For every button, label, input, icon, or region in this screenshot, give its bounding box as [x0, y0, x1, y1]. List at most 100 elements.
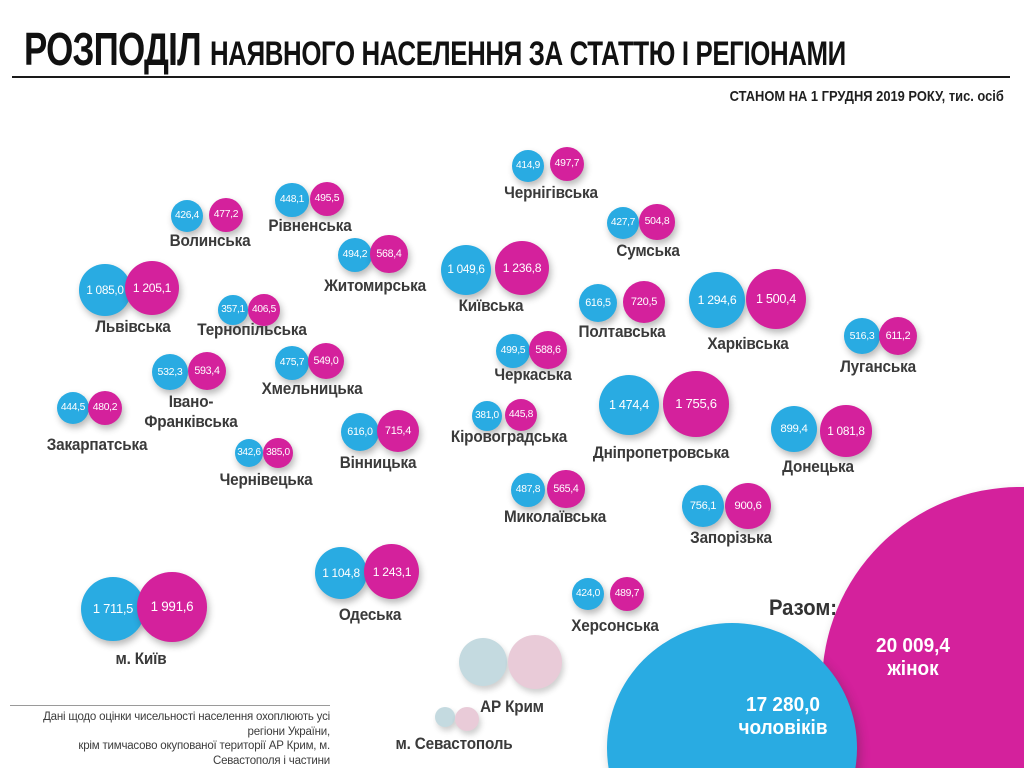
region-bubble-women: 593,4	[187, 351, 226, 390]
region-bubble-men: 616,0	[340, 412, 380, 452]
region-label: Чернівецька	[219, 470, 313, 489]
bubble-value: 568,4	[376, 247, 402, 260]
subtitle: СТАНОМ НА 1 ГРУДНЯ 2019 РОКУ, тис. осіб	[729, 88, 1004, 105]
region-label: Вінницька	[339, 453, 417, 472]
region-bubble-women: 568,4	[370, 235, 408, 273]
region-bubble-men: 424,0	[571, 577, 605, 611]
region-bubble-men: 487,8	[510, 472, 546, 508]
bubble-value: 427,7	[610, 217, 636, 229]
total-men-number: 17 280,0	[746, 694, 820, 716]
region-bubble-men: 494,2	[337, 237, 373, 273]
bubble-value: 549,0	[313, 354, 339, 367]
bubble-value: 448,1	[279, 194, 305, 206]
region-label: Полтавська	[578, 322, 666, 341]
region-label: Львівська	[95, 317, 171, 336]
region-bubble-men: 444,5	[56, 391, 90, 425]
bubble-value: 444,5	[60, 402, 86, 414]
region-bubble-men: 427,7	[606, 206, 640, 240]
bubble-value: 1 205,1	[132, 280, 172, 295]
page-title: РОЗПОДІЛ НАЯВНОГО НАСЕЛЕННЯ ЗА СТАТТЮ І …	[24, 22, 846, 76]
region-label: Харківська	[707, 334, 789, 353]
bubble-value: 715,4	[384, 424, 412, 437]
bubble-value: 1 711,5	[92, 601, 134, 617]
region-bubble-women: 495,5	[309, 181, 345, 217]
bubble-value: 1 500,4	[755, 291, 796, 306]
region-bubble-women: 549,0	[307, 342, 345, 380]
bubble-value: 593,4	[194, 364, 220, 377]
total-women-number: 20 009,4	[876, 635, 950, 657]
region-bubble-women: 385,0	[262, 437, 294, 469]
region-bubble-men: 414,9	[512, 150, 544, 182]
bubble-value: 1 243,1	[372, 564, 412, 579]
region-bubble-men: 426,4	[170, 199, 204, 233]
region-bubble-men: 342,6	[234, 438, 264, 468]
bubble-value: 424,0	[575, 588, 601, 600]
bubble-value: 1 294,6	[697, 292, 737, 307]
region-label: Сумська	[616, 241, 680, 260]
region-label: Рівненська	[268, 216, 352, 235]
bubble-value: 532,3	[157, 365, 183, 378]
region-bubble-women: 1 991,6	[137, 572, 207, 642]
bubble-value: 1 236,8	[502, 260, 542, 275]
region-bubble-men: 1 294,6	[688, 271, 746, 329]
region-bubble-women: 1 755,6	[663, 371, 729, 437]
region-bubble-men: 1 474,4	[599, 375, 659, 435]
bubble-value: 489,7	[614, 588, 640, 600]
totals-label: Разом:	[768, 595, 838, 620]
region-bubble-men: 499,5	[495, 333, 531, 369]
region-bubble-women: 1 205,1	[124, 260, 180, 316]
bubble-value: 426,4	[174, 210, 200, 222]
total-women-unit: жінок	[887, 658, 939, 680]
bubble-value: 1 081,8	[827, 423, 865, 438]
region-bubble-women: 480,2	[87, 390, 123, 426]
region-label: Івано- Франківська	[144, 392, 238, 431]
region-bubble-women: 1 081,8	[820, 405, 872, 457]
bubble-value: 616,5	[585, 296, 611, 309]
bubble-value: 487,8	[515, 484, 541, 496]
footnote-line: крім тимчасово окупованої території АР К…	[78, 740, 330, 767]
bubble-value: 499,5	[500, 345, 526, 357]
region-label: Житомирська	[324, 276, 426, 295]
region-label: Запорізька	[690, 528, 772, 547]
title-rest: НАЯВНОГО НАСЕЛЕННЯ ЗА СТАТТЮ І РЕГІОНАМИ	[210, 35, 846, 73]
bubble-value: 900,6	[734, 499, 762, 512]
bubble-value: 1 085,0	[86, 282, 124, 297]
bubble-value: 1 104,8	[322, 565, 360, 580]
footnote: Дані щодо оцінки чисельності населення о…	[8, 710, 330, 768]
region-bubble-men: 1 104,8	[315, 547, 367, 599]
bubble-value: 475,7	[279, 357, 305, 369]
bubble-value: 445,8	[508, 409, 534, 421]
region-label: Кіровоградська	[450, 427, 568, 446]
bubble-value: 381,0	[475, 410, 499, 422]
region-bubble-women: 489,7	[609, 576, 645, 612]
region-bubble-men: 616,5	[578, 283, 618, 323]
total-men-unit: чоловіків	[738, 717, 828, 739]
region-bubble-women: 1 243,1	[364, 544, 420, 600]
bubble-value: 1 049,6	[447, 263, 485, 277]
region-bubble-women: 611,2	[878, 316, 918, 356]
region-bubble-men: 1 085,0	[79, 264, 131, 316]
region-bubble-men: 1 711,5	[80, 576, 146, 642]
bubble-value: 480,2	[92, 402, 118, 414]
title-emphasis: РОЗПОДІЛ	[24, 23, 202, 75]
bubble-value: 516,3	[849, 329, 875, 342]
total-women-value: 20 009,4 жінок	[876, 635, 950, 681]
region-bubble-men: 475,7	[274, 345, 309, 380]
bubble-value: 588,6	[535, 343, 561, 356]
excluded-region-bubble-women	[455, 707, 479, 731]
region-bubble-women: 497,7	[549, 146, 585, 182]
bubble-value: 756,1	[689, 499, 717, 512]
bubble-value: 899,4	[780, 422, 808, 435]
bubble-value: 504,8	[644, 216, 670, 228]
region-label: Дніпропетровська	[592, 443, 730, 462]
region-bubble-women: 1 500,4	[745, 268, 807, 330]
region-bubble-women: 445,8	[504, 398, 538, 432]
bubble-value: 357,1	[221, 304, 245, 316]
region-bubble-men: 756,1	[681, 484, 725, 528]
region-bubble-men: 516,3	[844, 318, 880, 354]
region-bubble-men: 357,1	[218, 295, 248, 325]
region-bubble-women: 715,4	[377, 410, 419, 452]
region-bubble-men: 899,4	[770, 405, 818, 453]
region-label: Тернопільська	[197, 320, 307, 339]
